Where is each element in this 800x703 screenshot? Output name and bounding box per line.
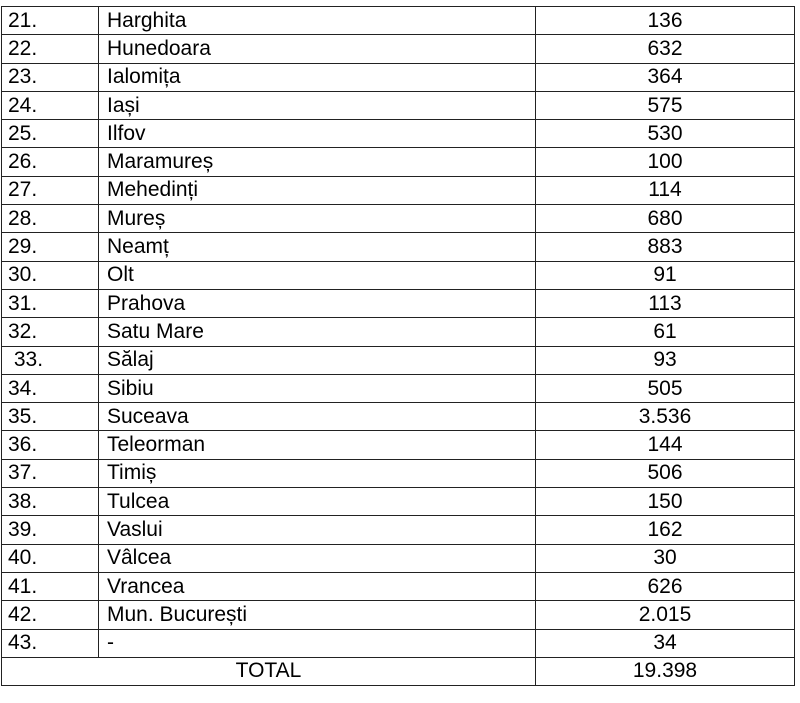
- county-name: Hunedoara: [98, 34, 536, 64]
- row-number: 30.: [1, 260, 99, 290]
- table-row: 36. Teleorman 144: [1, 430, 795, 460]
- row-value: 114: [535, 175, 795, 206]
- row-value: 150: [535, 487, 795, 517]
- total-label: TOTAL: [1, 656, 536, 687]
- total-value: 19.398: [535, 656, 795, 687]
- row-value: 632: [535, 34, 795, 64]
- table-row: 39. Vaslui 162: [1, 515, 795, 545]
- county-name: Sibiu: [98, 373, 536, 404]
- row-value: 93: [535, 345, 795, 375]
- county-name: Harghita: [98, 5, 536, 36]
- table-row: 25. Ilfov 530: [1, 119, 795, 149]
- table-row: 30. Olt 91: [1, 260, 795, 290]
- row-value: 626: [535, 571, 795, 602]
- row-number: 41.: [1, 571, 99, 602]
- county-name: Vrancea: [98, 571, 536, 602]
- row-number: 25.: [1, 119, 99, 149]
- row-value: 505: [535, 373, 795, 404]
- county-name: Ilfov: [98, 119, 536, 149]
- row-number: 42.: [1, 600, 99, 630]
- row-value: 100: [535, 147, 795, 177]
- row-number: 34.: [1, 373, 99, 404]
- table-row: 35. Suceava 3.536: [1, 402, 795, 432]
- row-number: 37.: [1, 458, 99, 489]
- table-row: 33. Sălaj 93: [1, 345, 795, 375]
- row-number: 28.: [1, 204, 99, 234]
- row-value: 91: [535, 260, 795, 290]
- table-row: 32. Satu Mare 61: [1, 317, 795, 347]
- row-value: 30: [535, 543, 795, 573]
- table-row: 28. Mureș 680: [1, 204, 795, 234]
- row-value: 3.536: [535, 402, 795, 432]
- county-name: Maramureș: [98, 147, 536, 177]
- county-name: Ialomița: [98, 62, 536, 92]
- county-name: Sălaj: [98, 345, 536, 375]
- row-value: 883: [535, 232, 795, 262]
- row-number: 27.: [1, 175, 99, 206]
- row-number: 39.: [1, 515, 99, 545]
- table-row: 40. Vâlcea 30: [1, 543, 795, 573]
- table-row: 41. Vrancea 626: [1, 571, 795, 602]
- row-value: 2.015: [535, 600, 795, 630]
- row-value: 530: [535, 119, 795, 149]
- county-name: Mun. București: [98, 600, 536, 630]
- county-name: Prahova: [98, 288, 536, 319]
- table-row: 37. Timiș 506: [1, 458, 795, 489]
- row-number: 43.: [1, 628, 99, 658]
- table-row: 29. Neamț 883: [1, 232, 795, 262]
- row-value: 113: [535, 288, 795, 319]
- row-number: 29.: [1, 232, 99, 262]
- county-name: Timiș: [98, 458, 536, 489]
- county-name: Iași: [98, 90, 536, 121]
- county-name: Satu Mare: [98, 317, 536, 347]
- county-name: Mureș: [98, 204, 536, 234]
- table-row: 42. Mun. București 2.015: [1, 600, 795, 630]
- row-number: 36.: [1, 430, 99, 460]
- county-name: Olt: [98, 260, 536, 290]
- table-row: 26. Maramureș 100: [1, 147, 795, 177]
- row-number: 31.: [1, 288, 99, 319]
- row-value: 506: [535, 458, 795, 489]
- row-value: 34: [535, 628, 795, 658]
- county-name: Vaslui: [98, 515, 536, 545]
- table-row: 38. Tulcea 150: [1, 487, 795, 517]
- row-value: 144: [535, 430, 795, 460]
- row-value: 575: [535, 90, 795, 121]
- row-value: 364: [535, 62, 795, 92]
- county-name: Suceava: [98, 402, 536, 432]
- row-value: 680: [535, 204, 795, 234]
- county-name: Tulcea: [98, 487, 536, 517]
- row-value: 136: [535, 5, 795, 36]
- row-value: 162: [535, 515, 795, 545]
- row-number: 21.: [1, 5, 99, 36]
- county-table: 21. Harghita 136 22. Hunedoara 632 23. Ialomița…: [1, 5, 795, 687]
- table-row: 22. Hunedoara 632: [1, 34, 795, 64]
- row-number: 24.: [1, 90, 99, 121]
- table-row: 21. Harghita 136: [1, 5, 795, 36]
- row-value: 61: [535, 317, 795, 347]
- table-row: 27. Mehedinți 114: [1, 175, 795, 206]
- row-number: 33.: [1, 345, 99, 375]
- total-row: TOTAL 19.398: [1, 656, 795, 687]
- table-row: 23. Ialomița 364: [1, 62, 795, 92]
- table-row: 31. Prahova 113: [1, 288, 795, 319]
- table-row: 24. Iași 575: [1, 90, 795, 121]
- row-number: 35.: [1, 402, 99, 432]
- row-number: 23.: [1, 62, 99, 92]
- row-number: 32.: [1, 317, 99, 347]
- row-number: 26.: [1, 147, 99, 177]
- county-name: Vâlcea: [98, 543, 536, 573]
- row-number: 38.: [1, 487, 99, 517]
- table-body: 21. Harghita 136 22. Hunedoara 632 23. Ialomița…: [1, 5, 795, 687]
- table-row: 43. -34: [1, 628, 795, 658]
- row-number: 22.: [1, 34, 99, 64]
- county-name: -: [98, 628, 536, 658]
- county-name: Neamț: [98, 232, 536, 262]
- table-row: 34. Sibiu 505: [1, 373, 795, 404]
- row-number: 40.: [1, 543, 99, 573]
- county-name: Teleorman: [98, 430, 536, 460]
- county-name: Mehedinți: [98, 175, 536, 206]
